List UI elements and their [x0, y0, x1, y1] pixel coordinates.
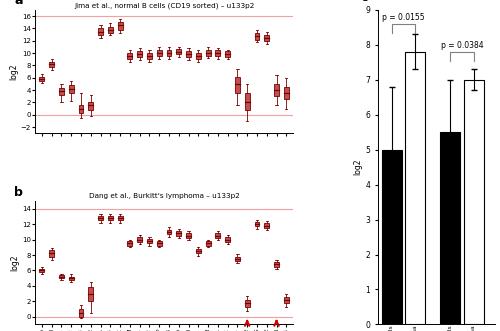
- Bar: [225, 237, 230, 242]
- Bar: [264, 35, 269, 41]
- Text: b: b: [14, 186, 23, 199]
- Bar: [137, 237, 142, 242]
- Bar: [98, 216, 103, 220]
- Bar: [118, 216, 122, 220]
- Text: p = 0.0155: p = 0.0155: [382, 13, 425, 22]
- Bar: [235, 257, 240, 261]
- Bar: [274, 84, 279, 96]
- Bar: [284, 87, 289, 99]
- Bar: [245, 93, 250, 110]
- Bar: [216, 50, 220, 56]
- Text: p = 0.0384: p = 0.0384: [441, 41, 484, 50]
- Y-axis label: log2: log2: [354, 159, 362, 175]
- Bar: [88, 287, 93, 301]
- Bar: [245, 300, 250, 307]
- Bar: [137, 51, 142, 57]
- Bar: [225, 51, 230, 57]
- Bar: [254, 222, 260, 226]
- Bar: [206, 50, 210, 56]
- Bar: [176, 49, 181, 54]
- Bar: [128, 241, 132, 246]
- Bar: [49, 62, 54, 67]
- Bar: [88, 102, 93, 110]
- Bar: [108, 216, 112, 220]
- Bar: [166, 230, 172, 234]
- Bar: [176, 231, 181, 236]
- Bar: [147, 239, 152, 244]
- Bar: [186, 233, 191, 238]
- Bar: [98, 28, 103, 35]
- Bar: [464, 80, 484, 324]
- Bar: [40, 269, 44, 272]
- Bar: [156, 241, 162, 246]
- Bar: [405, 52, 425, 324]
- Bar: [216, 233, 220, 238]
- Bar: [196, 53, 201, 59]
- Title: Jima et al., normal B cells (CD19 sorted) – u133p2: Jima et al., normal B cells (CD19 sorted…: [74, 2, 254, 9]
- Bar: [156, 50, 162, 56]
- Bar: [196, 249, 201, 254]
- Title: Dang et al., Burkitt's lymphoma – u133p2: Dang et al., Burkitt's lymphoma – u133p2: [88, 193, 240, 199]
- Bar: [186, 51, 191, 57]
- Bar: [59, 88, 64, 95]
- Bar: [264, 223, 269, 228]
- Text: a: a: [14, 0, 23, 8]
- Bar: [382, 150, 402, 324]
- Bar: [254, 33, 260, 39]
- Bar: [284, 297, 289, 303]
- Bar: [40, 77, 44, 81]
- Y-axis label: log2: log2: [9, 63, 18, 80]
- Bar: [118, 22, 122, 30]
- Bar: [166, 50, 172, 56]
- Bar: [78, 309, 84, 317]
- Y-axis label: log2: log2: [10, 255, 19, 271]
- Bar: [78, 106, 84, 113]
- Bar: [206, 241, 210, 246]
- Bar: [235, 76, 240, 93]
- Text: c: c: [360, 0, 368, 4]
- Bar: [68, 85, 73, 93]
- Bar: [128, 53, 132, 59]
- Bar: [59, 275, 64, 278]
- Bar: [440, 132, 460, 324]
- Bar: [147, 53, 152, 59]
- Bar: [49, 250, 54, 257]
- Bar: [108, 27, 112, 33]
- Bar: [68, 277, 73, 280]
- Bar: [274, 262, 279, 266]
